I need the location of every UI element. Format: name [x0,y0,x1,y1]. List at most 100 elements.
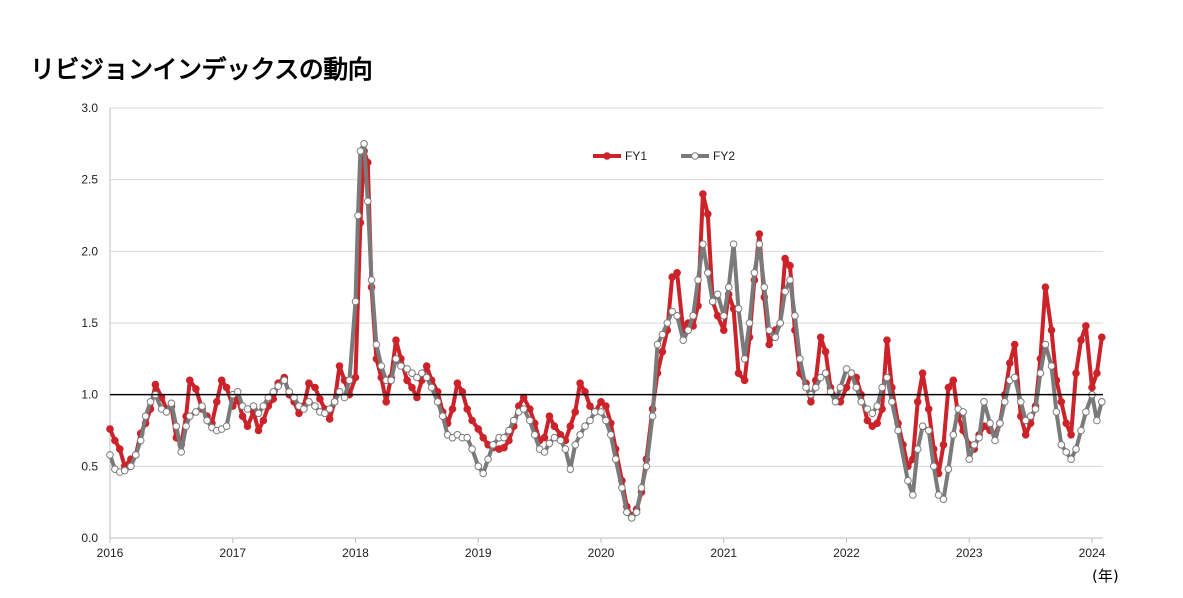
data-point-fy2 [203,416,211,425]
x-tick-label: 2022 [833,546,860,560]
data-point-fy1 [1047,326,1056,335]
data-point-fy1 [918,369,927,378]
data-point-fy2 [632,508,641,517]
data-point-fy2 [259,402,268,410]
data-point-fy2 [944,465,953,474]
data-point-fy2 [1052,408,1061,416]
data-point-fy2 [929,462,938,471]
chart-title: リビジョンインデックスの動向 [30,55,373,84]
data-point-fy1 [1077,336,1085,345]
y-tick-label: 2.0 [81,244,98,258]
data-point-fy2 [377,362,386,370]
x-tick-label: 2023 [956,546,983,560]
legend-label-fy1: FY1 [625,149,647,163]
data-point-fy1 [238,412,247,421]
data-point-fy1 [1072,369,1080,378]
data-point-fy2 [387,376,395,385]
x-axis-unit-label: (年) [1092,567,1119,585]
data-point-fy2 [356,147,365,155]
data-point-fy2 [463,433,472,442]
data-point-fy2 [607,431,615,439]
data-point-fy2 [888,398,896,406]
data-point-fy2 [791,312,799,320]
data-point-fy1 [311,383,319,392]
data-point-fy1 [673,269,681,277]
data-point-fy2 [668,307,677,316]
data-point-fy2 [980,398,988,406]
data-point-fy1 [883,336,891,345]
data-point-fy1 [222,383,231,392]
data-point-fy1 [468,416,476,425]
data-point-fy2 [468,445,476,453]
data-point-fy2 [172,422,181,431]
data-point-fy2 [367,276,376,284]
data-point-fy2 [177,448,185,456]
y-tick-label: 0.0 [81,531,98,545]
data-point-fy1 [1041,283,1050,292]
data-point-fy1 [335,362,344,370]
data-point-fy1 [243,422,252,431]
data-point-fy2 [1047,362,1056,370]
data-point-fy1 [713,312,722,320]
x-tick-label: 2024 [1079,546,1106,560]
y-tick-label: 2.5 [81,173,98,187]
data-point-fy2 [597,408,605,416]
data-point-fy2 [868,409,877,418]
data-point-fy2 [760,283,769,292]
data-point-fy2 [146,398,155,406]
data-point-fy2 [812,383,820,392]
data-point-fy2 [1021,416,1030,425]
data-point-fy2 [734,304,743,313]
y-tick-label: 1.0 [81,388,98,402]
data-point-fy2 [611,455,620,464]
data-point-fy1 [463,405,472,413]
data-point-fy2 [842,365,851,373]
data-point-fy2 [433,398,442,406]
data-point-fy2 [831,398,840,406]
data-point-fy1 [944,383,953,392]
data-point-fy1 [422,362,431,370]
data-point-fy1 [821,347,830,356]
data-point-fy2 [755,240,764,248]
data-point-fy1 [448,405,457,413]
data-point-fy2 [729,240,738,248]
data-point-fy1 [571,408,580,416]
x-tick-label: 2019 [465,546,492,560]
x-tick-label: 2020 [588,546,615,560]
data-point-fy2 [408,369,416,378]
data-point-fy2 [863,405,872,413]
data-point-fy2 [1036,369,1045,378]
data-point-fy1 [786,261,794,270]
data-point-fy1 [597,398,605,406]
data-point-fy2 [1026,412,1035,421]
data-point-fy2 [510,416,518,425]
data-point-fy1 [699,190,707,198]
data-point-fy2 [878,383,886,392]
data-point-fy1 [305,379,313,388]
data-point-fy2 [1062,448,1070,456]
data-point-fy1 [186,376,194,385]
data-point-fy1 [1021,431,1030,439]
data-point-fy2 [1017,398,1025,406]
data-point-fy2 [392,355,400,363]
data-point-fy2 [1001,398,1009,406]
data-point-fy2 [959,408,967,416]
data-point-fy2 [883,373,891,382]
data-point-fy2 [198,402,206,410]
data-point-fy1 [755,230,764,238]
data-point-fy1 [545,412,554,421]
data-point-fy1 [939,441,948,449]
data-point-fy2 [479,469,488,478]
data-point-fy2 [724,283,733,292]
data-point-fy2 [321,409,329,418]
data-point-fy2 [658,330,667,339]
data-point-fy2 [438,412,447,421]
data-point-fy2 [689,312,697,320]
data-point-fy2 [673,312,681,320]
data-point-fy2 [991,436,999,445]
data-point-fy2 [571,441,580,449]
data-point-fy1 [807,398,815,406]
data-point-fy2 [642,462,651,471]
data-point-fy2 [489,441,497,449]
